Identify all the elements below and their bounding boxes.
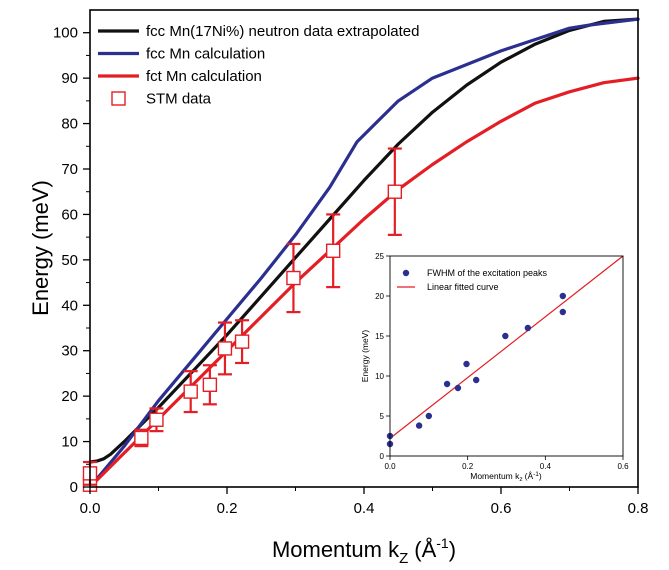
stm-marker <box>387 184 403 199</box>
inset-y-tick-label: 25 <box>375 252 384 261</box>
stm-marker <box>234 334 250 349</box>
inset-y-tick-label: 0 <box>380 452 385 461</box>
main-x-axis-label-text: Momentum k <box>272 537 400 562</box>
series-line-fcc-mn-17ni-neutron-data-extrapolated <box>88 17 640 464</box>
stm-marker <box>325 243 341 258</box>
main-x-tick-label: 0.0 <box>80 500 101 517</box>
main-y-tick-label: 100 <box>53 25 78 42</box>
inset-x-axis-label-text: Momentum k <box>470 471 520 481</box>
main-x-tick-label: 0.4 <box>354 500 375 517</box>
stm-marker <box>134 430 149 446</box>
stm-data-point <box>325 213 341 289</box>
inset-legend: FWHM of the excitation peaks Linear fitte… <box>397 268 548 292</box>
legend-label-fcc-mn-17ni-neutron-data-extrapolated: fcc Mn(17Ni%) neutron data extrapolated <box>146 23 419 40</box>
inset-x-axis-label-superscript: -1 <box>533 471 539 478</box>
inset-x-axis-label-close: ) <box>539 471 542 481</box>
main-legend: fcc Mn(17Ni%) neutron data extrapolated f… <box>98 23 419 108</box>
inset-x-axis-ticks: 0.0 0.2 0.4 0.6 <box>384 456 629 471</box>
stm-marker <box>286 270 301 286</box>
inset-fwhm-point <box>454 384 462 392</box>
main-y-axis-ticks: 0 10 20 30 40 50 60 70 80 90 100 <box>53 25 90 496</box>
inset-plot-frame <box>389 255 624 457</box>
inset-y-tick-label: 20 <box>375 292 384 301</box>
inset-legend-swatch-fwhm <box>402 269 410 277</box>
main-y-tick-label: 30 <box>61 343 78 360</box>
stm-data-point <box>387 147 403 236</box>
stm-data-point <box>202 364 218 406</box>
stm-data-point <box>149 407 164 433</box>
inset-x-tick-label: 0.6 <box>617 462 629 471</box>
inset-fwhm-point <box>502 332 509 340</box>
stm-marker <box>149 412 164 427</box>
inset-plot: 0.0 0.2 0.4 0.6 0 5 10 15 20 25 Energy (meV) Mom… <box>360 252 629 483</box>
inset-legend-label-fwhm: FWHM of the excitation peaks <box>427 268 548 278</box>
main-x-tick-label: 0.2 <box>217 500 238 517</box>
main-x-axis-label-subscript: Z <box>399 550 408 567</box>
inset-fwhm-point <box>559 292 567 300</box>
inset-x-tick-label: 0.4 <box>540 462 552 471</box>
legend-label-fcc-mn-calculation: fcc Mn calculation <box>146 46 265 63</box>
inset-y-axis-label: Energy (meV) <box>360 330 370 383</box>
inset-linear-fit-line <box>389 255 624 439</box>
main-x-tick-label: 0.8 <box>628 500 649 517</box>
inset-fwhm-point <box>415 422 423 429</box>
main-y-tick-label: 20 <box>61 388 78 405</box>
inset-legend-label-fit: Linear fitted curve <box>427 282 499 292</box>
main-y-tick-label: 70 <box>61 161 78 178</box>
inset-y-tick-label: 15 <box>375 332 384 341</box>
main-y-tick-label: 0 <box>70 479 78 496</box>
stm-data-point <box>134 428 149 448</box>
inset-x-axis-label: Momentum kz (Å-1) <box>470 471 542 483</box>
inset-y-tick-label: 10 <box>375 372 384 381</box>
main-y-tick-label: 50 <box>61 252 78 269</box>
inset-fwhm-point <box>524 324 532 332</box>
main-x-axis-label-unit: (Å <box>414 537 436 562</box>
main-y-tick-label: 90 <box>61 70 78 87</box>
stm-data-point <box>217 321 233 376</box>
series-line-fct-mn-calculation <box>88 76 640 489</box>
inset-y-tick-label: 5 <box>380 412 385 421</box>
main-x-tick-label: 0.6 <box>491 500 512 517</box>
stm-data-point <box>234 319 250 365</box>
main-y-tick-label: 60 <box>61 206 78 223</box>
main-y-axis-label: Energy (meV) <box>28 180 53 316</box>
main-x-axis-label-superscript: -1 <box>436 535 449 551</box>
stm-marker <box>183 384 198 399</box>
inset-fwhm-point <box>463 360 470 368</box>
inset-x-axis-label-subscript: z <box>519 476 522 483</box>
inset-series-layer <box>386 255 624 448</box>
inset-y-axis-ticks: 0 5 10 15 20 25 <box>375 252 390 461</box>
main-x-axis-label: Momentum kZ (Å-1) <box>272 535 456 567</box>
inset-fwhm-point <box>559 308 567 316</box>
inset-x-axis-label-unit: (Å <box>525 471 534 481</box>
main-series-layer <box>88 17 640 489</box>
series-line-fcc-mn-calculation <box>88 17 640 489</box>
inset-fwhm-point <box>473 376 480 384</box>
stm-data-point <box>286 242 301 314</box>
legend-label-fct-mn-calculation: fct Mn calculation <box>146 68 262 85</box>
legend-label-stm-data: STM data <box>146 91 212 108</box>
main-x-axis-ticks: 0.0 0.2 0.4 0.6 0.8 <box>80 487 649 517</box>
main-y-tick-label: 10 <box>61 434 78 451</box>
inset-x-tick-label: 0.0 <box>384 462 396 471</box>
stm-data-point <box>183 370 198 414</box>
inset-fwhm-point <box>443 380 451 388</box>
main-y-tick-label: 80 <box>61 116 78 133</box>
main-y-tick-label: 40 <box>61 297 78 314</box>
stm-marker <box>217 341 233 356</box>
main-x-axis-label-close: ) <box>449 537 456 562</box>
stm-marker <box>202 377 218 392</box>
legend-swatch-stm-data <box>111 91 126 106</box>
inset-fwhm-point <box>425 412 433 420</box>
inset-x-tick-label: 0.2 <box>462 462 474 471</box>
